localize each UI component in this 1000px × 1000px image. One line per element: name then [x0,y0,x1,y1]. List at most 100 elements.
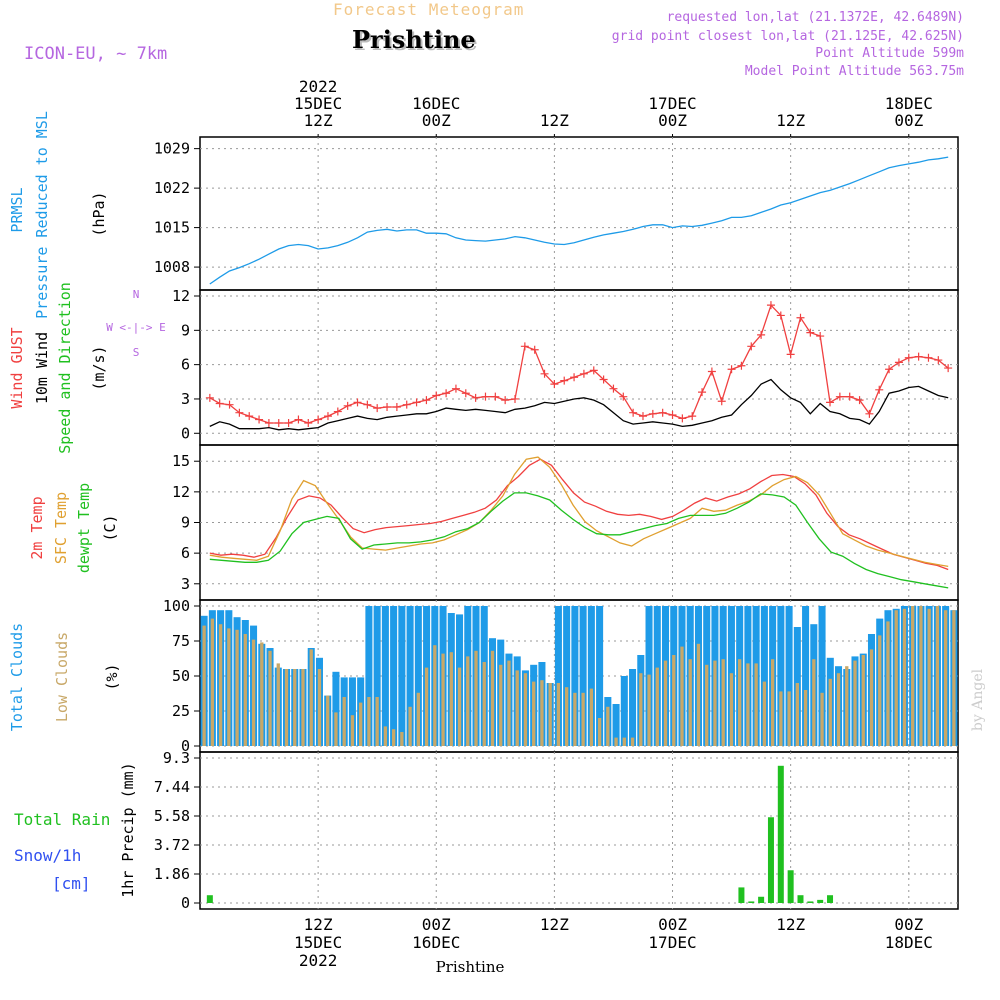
total-clouds-bar [802,606,810,746]
low-clouds-bar [894,610,898,746]
rain-bar [797,895,804,903]
total-clouds-bar [777,606,785,746]
snow-unit-label: [cm] [52,874,91,893]
wind-gust-marker [550,380,559,389]
bottom-time-label: 2022 [299,951,338,970]
low-clouds-bar [803,690,808,746]
wind-gust-marker [560,376,569,385]
wind-gust-marker [658,408,667,417]
wind-gust-marker [333,407,342,416]
meteogram-title: Forecast Meteogram [333,0,525,19]
wind-gust-marker [570,373,579,382]
low-clouds-bar [655,667,659,746]
low-clouds-bar [614,737,618,746]
total-clouds-label: Total Clouds [8,623,26,731]
low-clouds-bar [845,666,849,746]
total-clouds-bar [414,606,422,746]
low-clouds-bar [202,625,206,746]
low-clouds-bar [902,608,907,746]
low-clouds-bar [869,649,874,746]
total-clouds-bar [785,606,793,746]
low-clouds-bar [317,669,322,746]
bottom-time-label: 00Z [422,915,451,934]
low-clouds-bar [935,606,940,746]
wind-gust-marker [688,412,697,421]
wind-gust-marker [629,408,638,417]
low-clouds-bar [260,642,264,746]
low-clouds-bar [342,697,346,746]
wind-gust-marker [678,414,687,423]
temp-dewpt-line [209,492,949,589]
wind-gust-marker [353,398,362,407]
low-clouds-bar [276,663,280,746]
bottom-time-label: 18DEC [885,933,933,952]
top-time-label: 18DEC [885,94,933,113]
total-clouds-bar [629,669,637,746]
bottom-time-label: 12Z [776,915,805,934]
low-clouds-bar [886,621,890,746]
low-clouds-bar [589,688,594,746]
wind-gust-marker [796,313,805,322]
wind-gust-marker [579,369,588,378]
low-clouds-bar [820,692,824,746]
low-clouds-bar [746,663,750,746]
wind-gust-marker [806,328,815,337]
low-clouds-bar [375,697,379,746]
y-tick-label: 25 [172,702,190,720]
wind-gust-marker [698,388,707,397]
wind-gust-marker [471,393,480,402]
wind-gust-marker [717,397,726,406]
low-clouds-bar [795,683,799,746]
low-clouds-bar [408,706,412,746]
low-clouds-bar [449,652,453,746]
low-clouds-bar [301,669,305,746]
low-clouds-bar [861,655,865,746]
bottom-time-label: 16DEC [412,933,460,952]
wind-gust-marker [638,412,647,421]
low-clouds-bar [853,660,857,746]
wind-gust-marker [776,311,785,320]
low-clouds-bar [705,664,709,746]
low-clouds-bar [943,610,948,746]
wind-gust-marker [235,408,244,417]
low-clouds-bar [597,718,602,746]
temp-sfc-line [209,456,949,568]
wind-gust-marker [855,396,864,405]
wind-gust-marker [609,384,618,393]
total-clouds-bar [563,606,571,746]
wind-gust-marker [402,400,411,409]
total-clouds-bar [587,606,595,746]
wind-gust-marker [530,345,539,354]
wind-10m-label: 10m Wind [33,332,51,404]
low-clouds-bar [581,692,585,746]
total-clouds-bar [760,606,768,746]
low-clouds-bar [359,702,363,746]
low-clouds-bar [499,664,503,746]
low-clouds-bar [507,660,511,746]
rain-bar [777,765,784,903]
wind-gust-marker [343,401,352,410]
low-clouds-bar [218,624,223,746]
low-clouds-bar [927,608,931,746]
wind-gust-marker [511,394,520,403]
rain-bar [758,896,765,903]
grid-point-location: grid point closest lon,lat (21.125E, 42.… [611,29,964,44]
wind-gust-marker [432,391,441,400]
low-clouds-bar [293,669,297,746]
y-tick-label: 3.72 [154,836,190,854]
low-clouds-bar [367,697,371,746]
low-clouds-bar [474,650,478,746]
top-time-label: 2022 [299,77,338,96]
low-clouds-bar [828,678,832,746]
total-clouds-bar [612,704,620,746]
wind-gust-marker [304,418,313,427]
y-tick-label: 0 [181,894,190,912]
temp-2m-label: 2m Temp [28,496,46,559]
total-clouds-bar [332,671,340,746]
y-tick-label: 100 [163,597,190,615]
model-altitude: Model Point Altitude 563.75m [744,64,964,79]
wind-gust-marker [392,402,401,411]
low-clouds-bar [754,663,758,746]
y-tick-label: 50 [172,667,190,685]
wind-gust-label: Wind GUST [8,327,26,408]
